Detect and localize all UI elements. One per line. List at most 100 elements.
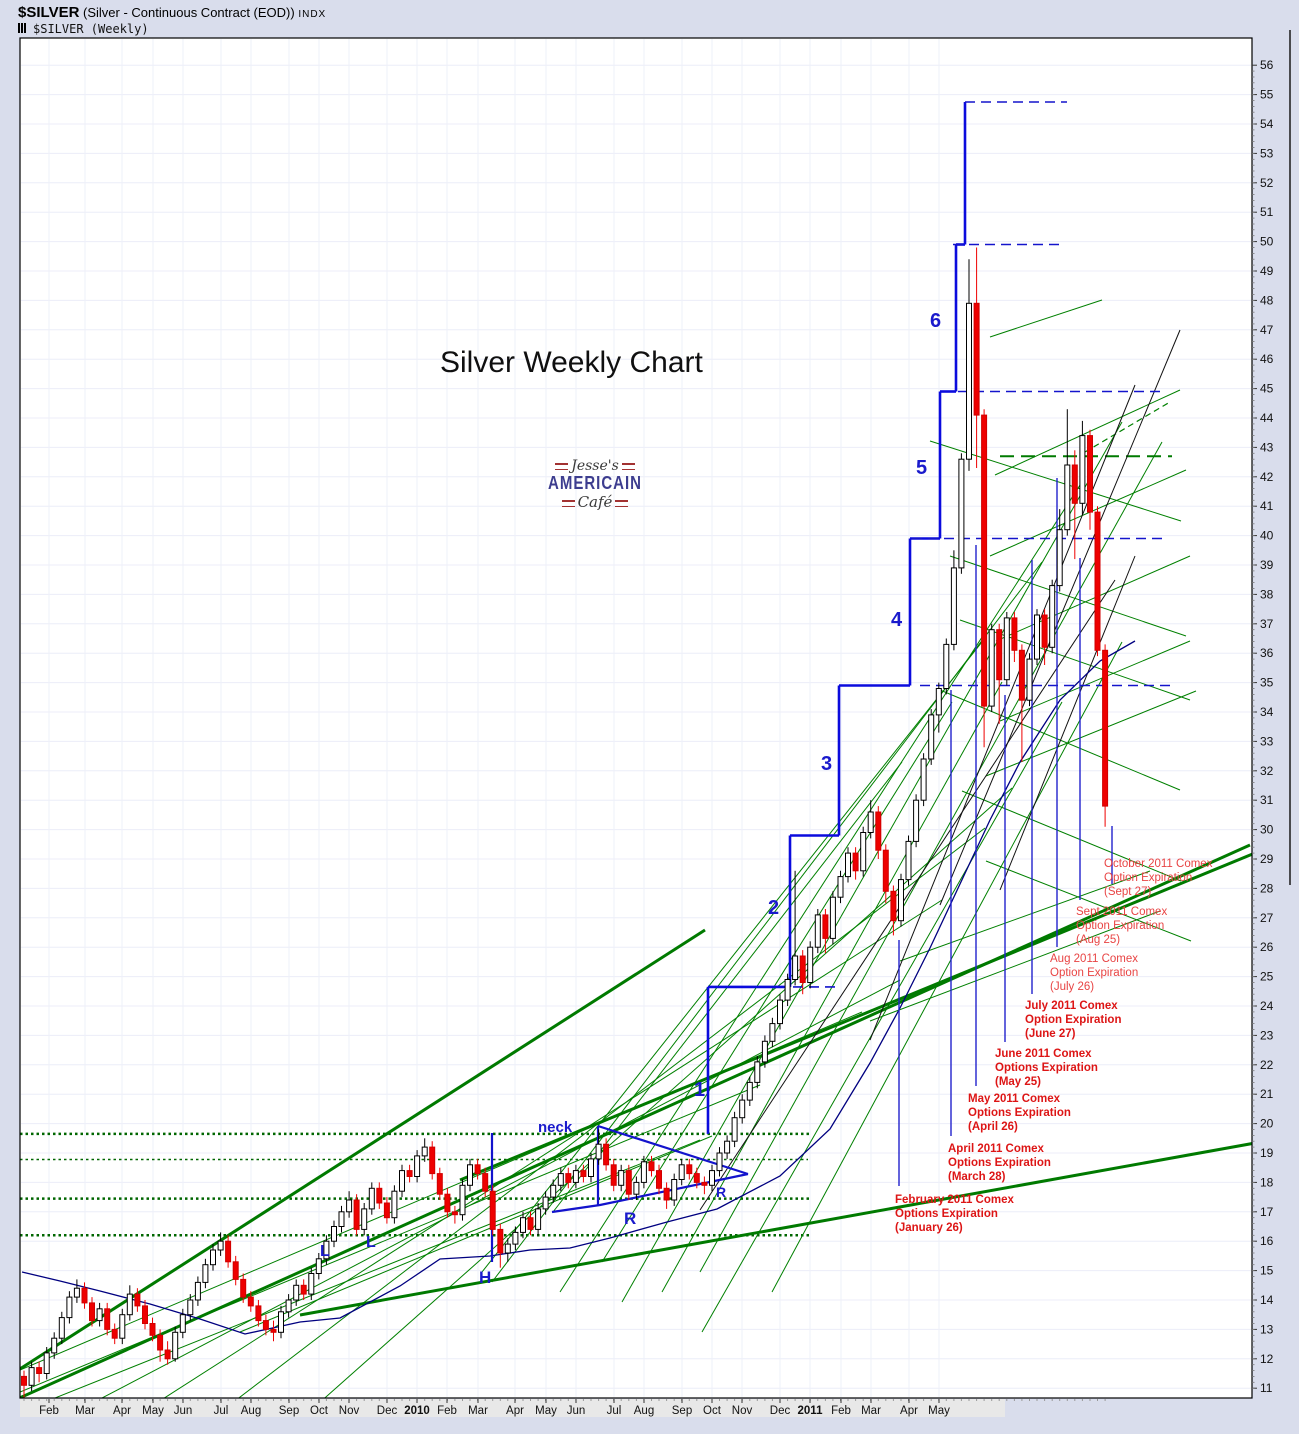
svg-text:47: 47: [1260, 323, 1274, 337]
candle-up: [928, 714, 935, 760]
svg-text:16: 16: [1260, 1234, 1274, 1248]
svg-text:23: 23: [1260, 1028, 1274, 1042]
svg-text:30: 30: [1260, 823, 1274, 837]
candle-up: [293, 1284, 300, 1301]
candle-up: [640, 1161, 647, 1183]
candle-up: [845, 852, 851, 878]
logo-rule-icon: [621, 462, 635, 470]
candle-down: [444, 1193, 451, 1213]
logo-rule-icon: [561, 499, 575, 507]
candle-up: [421, 1146, 428, 1157]
moving-average-line: [21, 640, 1136, 1335]
candle-down: [565, 1173, 572, 1183]
candle-down: [406, 1170, 413, 1177]
candle-up: [346, 1199, 353, 1213]
svg-text:2011: 2011: [798, 1405, 824, 1417]
candle-up: [512, 1231, 519, 1245]
candle-down: [300, 1284, 307, 1295]
candle-up: [338, 1211, 345, 1228]
logo-line-americain: AMERICAIN: [548, 472, 642, 495]
candle-down: [81, 1287, 88, 1304]
svg-text:55: 55: [1260, 88, 1274, 102]
svg-text:56: 56: [1260, 58, 1274, 72]
candle-down: [164, 1349, 171, 1360]
expiration-annotation: May 2011 Comex Options Expiration (April 2…: [968, 1093, 1071, 1133]
option-expiration-lines: [898, 478, 1113, 1186]
expiration-annotation: February 2011 Comex Options Expiration (Ja…: [895, 1194, 1014, 1234]
candle-up: [633, 1181, 640, 1195]
candle-up: [96, 1308, 103, 1322]
candle-down: [482, 1173, 489, 1192]
svg-text:R: R: [716, 1184, 726, 1200]
svg-text:Sep: Sep: [279, 1405, 299, 1417]
logo-line-cafe: Café: [540, 493, 650, 511]
exchange-label: INDX: [298, 9, 327, 20]
svg-text:May: May: [535, 1405, 557, 1417]
svg-text:Sep: Sep: [672, 1405, 692, 1417]
svg-text:Oct: Oct: [310, 1405, 329, 1417]
svg-text:46: 46: [1260, 352, 1274, 366]
candle-down: [262, 1320, 269, 1330]
candle-down: [104, 1308, 111, 1330]
candle-up: [194, 1281, 201, 1301]
svg-text:44: 44: [1260, 411, 1274, 425]
symbol-title-line: $SILVER (Silver - Continuous Contract (E…: [18, 4, 326, 21]
candle-down: [656, 1170, 662, 1189]
candle-up: [860, 832, 867, 872]
candle-up: [126, 1293, 133, 1316]
svg-text:Mar: Mar: [861, 1405, 881, 1417]
svg-text:Apr: Apr: [113, 1405, 131, 1417]
candle-down: [157, 1334, 164, 1351]
candle-up: [504, 1243, 511, 1254]
candle-up: [210, 1249, 216, 1266]
candle-up: [950, 567, 957, 645]
candle-down: [240, 1278, 247, 1298]
svg-text:15: 15: [1260, 1264, 1274, 1278]
svg-text:1: 1: [694, 1079, 705, 1101]
svg-text:2: 2: [768, 897, 779, 919]
candle-up: [66, 1296, 73, 1319]
bar-chart-icon: [18, 23, 30, 33]
svg-text:Mar: Mar: [468, 1405, 488, 1417]
candle-down: [799, 955, 806, 983]
svg-text:31: 31: [1260, 793, 1274, 807]
svg-text:21: 21: [1260, 1087, 1274, 1101]
candle-up: [792, 955, 799, 980]
svg-text:5: 5: [916, 457, 927, 479]
candle-up: [217, 1240, 224, 1251]
svg-text:3: 3: [821, 753, 832, 775]
svg-text:20: 20: [1260, 1117, 1274, 1131]
svg-text:34: 34: [1260, 705, 1274, 719]
svg-text:Oct: Oct: [703, 1405, 722, 1417]
candle-up: [172, 1331, 179, 1360]
svg-text:13: 13: [1260, 1322, 1274, 1336]
candle-up: [28, 1367, 35, 1386]
svg-text:Feb: Feb: [831, 1405, 851, 1417]
candle-up: [179, 1314, 186, 1333]
svg-text:25: 25: [1260, 970, 1274, 984]
candle-up: [43, 1352, 50, 1375]
candle-up: [119, 1314, 126, 1339]
candle-down: [610, 1164, 617, 1186]
svg-text:28: 28: [1260, 881, 1274, 895]
expiration-annotation: Aug 2011 Comex Option Expiration (July 26): [1050, 953, 1139, 993]
jesses-americain-cafe-logo: Jesse's AMERICAIN Café: [540, 458, 650, 511]
candle-down: [142, 1305, 148, 1325]
logo-rule-icon: [555, 462, 569, 470]
candle-up: [739, 1099, 746, 1119]
candle-up: [898, 879, 904, 922]
svg-text:Nov: Nov: [339, 1405, 360, 1417]
svg-text:24: 24: [1260, 999, 1274, 1013]
candle-up: [829, 896, 836, 939]
pattern-labels: 1 2 3 4 5 6 neck L L H R R: [320, 310, 941, 1287]
measured-move-steps: [706, 101, 1170, 1134]
candle-down: [270, 1328, 277, 1333]
svg-text:54: 54: [1260, 117, 1274, 131]
candle-down: [1071, 464, 1078, 504]
svg-text:4: 4: [891, 609, 903, 631]
chart-main-title: Silver Weekly Chart: [440, 346, 703, 379]
candle-up: [308, 1273, 315, 1295]
candle-down: [1102, 649, 1109, 807]
candle-down: [255, 1305, 262, 1322]
candle-down: [89, 1302, 95, 1322]
